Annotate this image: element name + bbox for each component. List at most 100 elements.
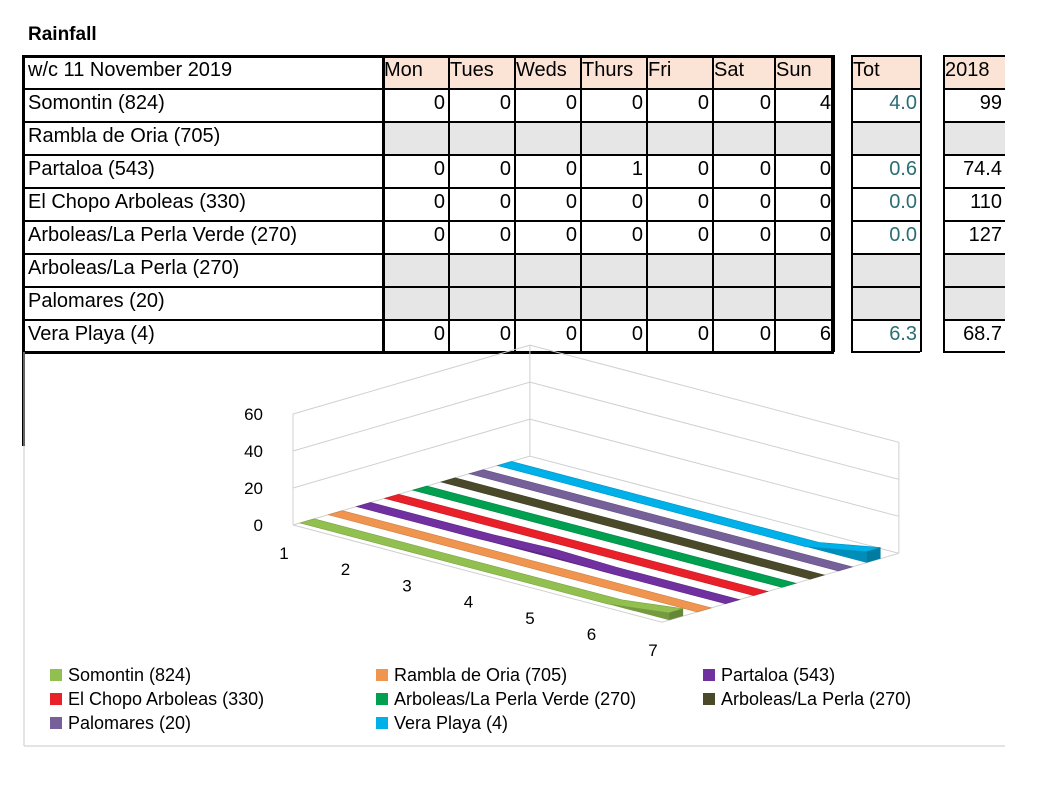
legend-label: Arboleas/La Perla Verde (270) bbox=[394, 689, 636, 709]
prev-year-value bbox=[943, 253, 1005, 286]
table-gridline bbox=[22, 154, 834, 156]
day-header: Fri bbox=[646, 55, 712, 88]
total-value: 4.0 bbox=[889, 92, 917, 114]
station-name: Arboleas/La Perla Verde (270) bbox=[28, 224, 298, 246]
legend-swatch bbox=[376, 693, 388, 705]
table-gridline bbox=[851, 154, 920, 156]
table-gridline bbox=[580, 55, 582, 352]
rain-value: 0 bbox=[697, 158, 709, 180]
rain-value bbox=[382, 286, 448, 319]
table-gridline bbox=[448, 55, 450, 352]
rain-value: 0 bbox=[565, 224, 577, 246]
rain-value bbox=[382, 121, 448, 154]
rain-value: 0 bbox=[759, 191, 771, 213]
legend-swatch bbox=[50, 669, 62, 681]
tot-header: Tot bbox=[851, 55, 920, 88]
legend-swatch bbox=[376, 669, 388, 681]
rain-value: 0 bbox=[759, 158, 771, 180]
table-gridline bbox=[920, 55, 922, 352]
table-gridline bbox=[851, 187, 920, 189]
total-value: 6.3 bbox=[889, 323, 917, 345]
rain-value bbox=[514, 286, 580, 319]
rain-value: 0 bbox=[499, 191, 511, 213]
day-header: Sat bbox=[712, 55, 774, 88]
rain-value: 0 bbox=[631, 191, 643, 213]
rain-value: 0 bbox=[819, 191, 831, 213]
x-tick-label: 3 bbox=[402, 576, 411, 595]
table-gridline bbox=[646, 55, 648, 352]
rain-value bbox=[712, 121, 774, 154]
table-gridline bbox=[22, 88, 834, 90]
table-gridline bbox=[22, 55, 25, 446]
y-tick-label: 40 bbox=[244, 442, 263, 461]
table-gridline bbox=[943, 121, 1005, 123]
x-tick-label: 7 bbox=[648, 641, 657, 660]
x-tick-label: 2 bbox=[341, 560, 350, 579]
station-name: Partaloa (543) bbox=[28, 158, 155, 180]
x-tick-label: 5 bbox=[525, 609, 534, 628]
prev-year-value bbox=[943, 286, 1005, 319]
rain-value bbox=[514, 121, 580, 154]
table-gridline bbox=[943, 154, 1005, 156]
table-gridline bbox=[851, 88, 920, 90]
table-gridline bbox=[851, 319, 920, 321]
rain-value: 0 bbox=[433, 224, 445, 246]
page-title: Rainfall bbox=[28, 24, 97, 45]
rain-value bbox=[580, 121, 646, 154]
table-gridline bbox=[851, 286, 920, 288]
table-gridline bbox=[851, 253, 920, 255]
legend-swatch bbox=[376, 717, 388, 729]
day-header: Thurs bbox=[580, 55, 646, 88]
legend-swatch bbox=[703, 693, 715, 705]
table-gridline bbox=[22, 319, 834, 321]
station-name: Rambla de Oria (705) bbox=[28, 125, 221, 147]
rain-value: 0 bbox=[565, 323, 577, 345]
table-gridline bbox=[382, 55, 385, 352]
legend-label: Arboleas/La Perla (270) bbox=[721, 689, 911, 709]
table-gridline bbox=[851, 121, 920, 123]
table-gridline bbox=[22, 286, 834, 288]
total-value: 0.6 bbox=[889, 158, 917, 180]
table-gridline bbox=[22, 220, 834, 222]
x-tick-label: 4 bbox=[464, 593, 473, 612]
total-value: 0.0 bbox=[889, 224, 917, 246]
rain-value: 0 bbox=[565, 191, 577, 213]
legend-swatch bbox=[50, 693, 62, 705]
rain-value bbox=[448, 253, 514, 286]
rain-value: 4 bbox=[819, 92, 831, 114]
y-tick-label: 60 bbox=[244, 405, 263, 424]
rain-value: 0 bbox=[565, 92, 577, 114]
rain-value: 6 bbox=[819, 323, 831, 345]
rain-value bbox=[774, 121, 834, 154]
rain-value: 0 bbox=[819, 224, 831, 246]
table-gridline bbox=[22, 253, 834, 255]
table-gridline bbox=[943, 187, 1005, 189]
day-header: Sun bbox=[774, 55, 834, 88]
rain-value bbox=[646, 121, 712, 154]
rain-value: 0 bbox=[631, 92, 643, 114]
rain-value bbox=[774, 253, 834, 286]
day-header: Weds bbox=[514, 55, 580, 88]
day-header: Tues bbox=[448, 55, 514, 88]
series-ribbon bbox=[298, 518, 684, 614]
rain-value: 1 bbox=[631, 158, 643, 180]
rain-value bbox=[712, 286, 774, 319]
rain-value: 0 bbox=[433, 92, 445, 114]
x-tick-label: 1 bbox=[279, 544, 288, 563]
series-end-face bbox=[866, 547, 881, 563]
station-name: Arboleas/La Perla (270) bbox=[28, 257, 240, 279]
legend-label: Vera Playa (4) bbox=[394, 713, 508, 733]
prev-year-value bbox=[943, 121, 1005, 154]
prev-year-value: 99 bbox=[979, 92, 1002, 114]
rain-value: 0 bbox=[499, 158, 511, 180]
rain-value bbox=[382, 253, 448, 286]
year-header: 2018 bbox=[943, 55, 1005, 88]
prev-year-value: 127 bbox=[968, 224, 1002, 246]
rain-value: 0 bbox=[759, 224, 771, 246]
legend-label: Rambla de Oria (705) bbox=[394, 665, 567, 685]
rain-value: 0 bbox=[433, 323, 445, 345]
legend-label: Partaloa (543) bbox=[721, 665, 835, 685]
series-end-face bbox=[669, 608, 684, 621]
legend-label: El Chopo Arboleas (330) bbox=[68, 689, 264, 709]
station-name: El Chopo Arboleas (330) bbox=[28, 191, 246, 213]
